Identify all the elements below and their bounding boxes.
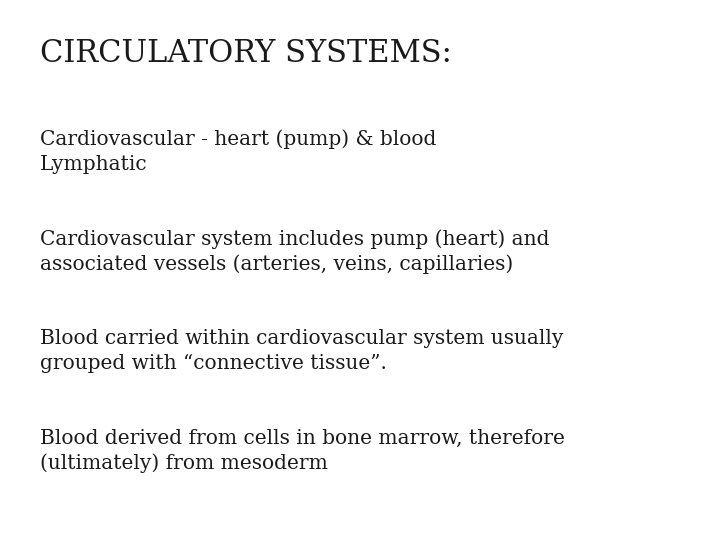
- Text: CIRCULATORY SYSTEMS:: CIRCULATORY SYSTEMS:: [40, 38, 451, 69]
- Text: Cardiovascular system includes pump (heart) and
associated vessels (arteries, ve: Cardiovascular system includes pump (hea…: [40, 230, 549, 274]
- Text: Blood derived from cells in bone marrow, therefore
(ultimately) from mesoderm: Blood derived from cells in bone marrow,…: [40, 429, 564, 474]
- Text: Blood carried within cardiovascular system usually
grouped with “connective tiss: Blood carried within cardiovascular syst…: [40, 329, 563, 373]
- Text: Cardiovascular - heart (pump) & blood
Lymphatic: Cardiovascular - heart (pump) & blood Ly…: [40, 130, 436, 173]
